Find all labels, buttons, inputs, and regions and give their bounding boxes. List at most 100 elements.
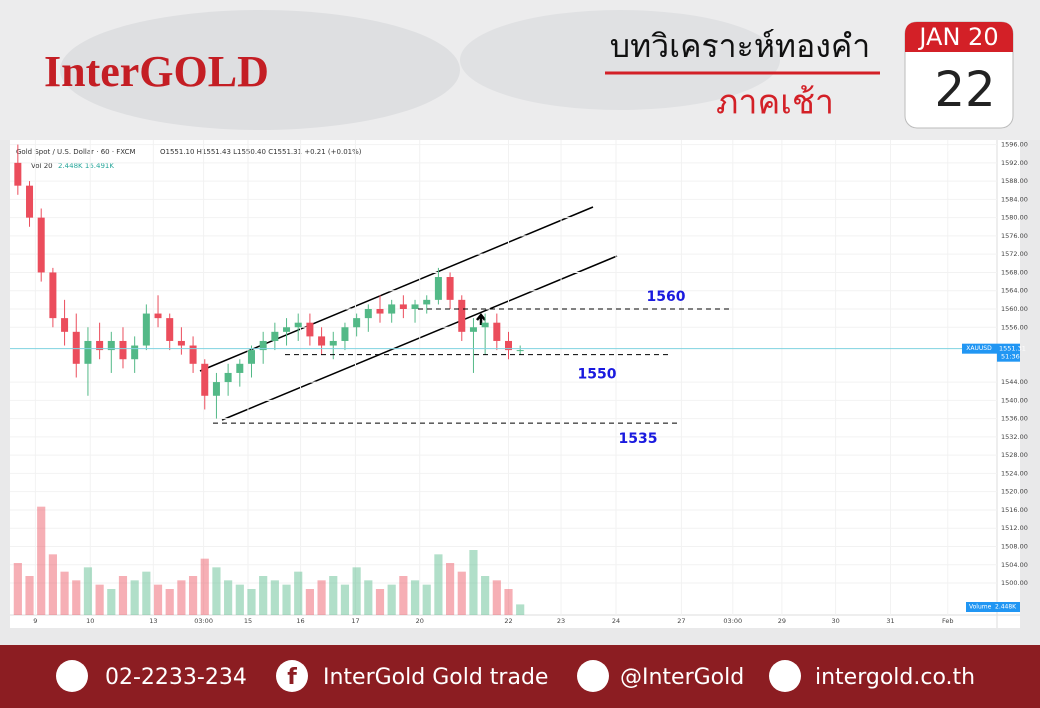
title: บทวิเคราะห์ทองคำ xyxy=(610,27,870,65)
candle-body xyxy=(154,313,162,319)
chart-bg xyxy=(10,140,1020,628)
candle-body xyxy=(247,350,255,364)
volume-bar xyxy=(224,580,233,615)
volume-bar xyxy=(329,576,338,615)
level-label: 1550 xyxy=(578,367,617,383)
candle-body xyxy=(119,340,127,360)
y-tick-label: 1580.00 xyxy=(1001,214,1028,222)
candle-body xyxy=(504,340,513,351)
y-tick-label: 1596.00 xyxy=(1001,141,1028,149)
candle-body xyxy=(166,318,174,341)
volume-axis-label: Volume xyxy=(969,604,992,611)
volume-bar xyxy=(481,576,490,615)
volume-bar xyxy=(188,576,198,615)
y-tick-label: 1508.00 xyxy=(1001,542,1028,550)
candle-body xyxy=(353,318,361,328)
volume-bar xyxy=(259,576,268,615)
price-tag xyxy=(997,343,1020,362)
candle-body xyxy=(306,322,314,337)
candle-body xyxy=(271,331,279,341)
y-tick-label: 1528.00 xyxy=(1001,451,1028,459)
candle-body xyxy=(458,299,466,332)
volume-bar xyxy=(434,554,443,615)
x-tick-label: 9 xyxy=(33,617,37,625)
candle-body xyxy=(318,336,326,346)
phone-icon xyxy=(56,660,88,692)
map-shape xyxy=(60,10,460,130)
y-tick-label: 1568.00 xyxy=(1001,268,1028,276)
volume-bar xyxy=(153,584,163,615)
candle-body xyxy=(37,217,45,273)
y-tick-label: 1592.00 xyxy=(1001,159,1028,167)
level-label: 1535 xyxy=(619,431,658,447)
y-tick-label: 1544.00 xyxy=(1001,378,1028,386)
line-icon xyxy=(577,660,609,692)
volume-bar xyxy=(457,571,466,615)
volume-bar xyxy=(422,584,431,615)
candle-body xyxy=(294,322,302,328)
subtitle: ภาคเช้า xyxy=(716,83,834,123)
volume-bar xyxy=(375,589,385,615)
chart-title: Gold Spot / U.S. Dollar · 60 · FXCM xyxy=(16,148,136,156)
candle-body xyxy=(376,308,384,314)
volume-bar xyxy=(305,589,314,615)
volume-tag xyxy=(966,602,1020,612)
y-tick-label: 1584.00 xyxy=(1001,195,1028,203)
volume-bar xyxy=(130,580,139,615)
candle-body xyxy=(72,331,80,364)
candle-body xyxy=(411,304,419,309)
volume-bar xyxy=(410,580,420,615)
x-tick-label: 20 xyxy=(416,617,424,625)
x-tick-label: 03:00 xyxy=(194,617,213,625)
symbol: XAUUSD xyxy=(966,345,992,352)
footer-bg xyxy=(0,645,1040,708)
x-tick-label: 29 xyxy=(778,617,786,625)
volume-bar xyxy=(399,576,408,615)
candle-body xyxy=(516,350,524,352)
candle-body xyxy=(329,340,337,346)
volume-bar xyxy=(516,604,525,615)
candle-body xyxy=(434,277,442,300)
candle-body xyxy=(493,322,501,341)
symbol-tag xyxy=(962,343,997,354)
x-tick-label: 30 xyxy=(831,617,839,625)
volume-bar xyxy=(60,571,69,615)
y-tick-label: 1536.00 xyxy=(1001,415,1028,423)
x-tick-label: 17 xyxy=(351,617,359,625)
candle-body xyxy=(212,382,220,396)
candle-body xyxy=(388,304,396,314)
volume-bar xyxy=(37,506,46,615)
x-tick-label: 27 xyxy=(677,617,685,625)
candle-body xyxy=(84,340,92,364)
line: @InterGold xyxy=(620,665,744,690)
brand: InterGOLD xyxy=(44,47,269,96)
volume-bar xyxy=(165,589,174,615)
map-shape xyxy=(460,10,780,110)
y-tick-label: 1524.00 xyxy=(1001,469,1028,477)
y-tick-label: 1572.00 xyxy=(1001,250,1028,258)
x-tick-label: 22 xyxy=(504,617,512,625)
y-tick-label: 1504.00 xyxy=(1001,561,1028,569)
candle-body xyxy=(224,372,232,383)
y-tick-label: 1588.00 xyxy=(1001,177,1028,185)
y-tick-label: 1564.00 xyxy=(1001,287,1028,295)
candle-body xyxy=(142,313,150,346)
candle-body xyxy=(341,327,349,341)
facebook-icon xyxy=(276,660,308,692)
volume-bar xyxy=(212,567,221,615)
arrow xyxy=(476,312,486,325)
volume-bar xyxy=(282,584,291,615)
phone: 02-2233-234 xyxy=(105,665,247,690)
x-tick-label: 03:00 xyxy=(723,617,742,625)
y-tick-label: 1576.00 xyxy=(1001,232,1028,240)
volume-bar xyxy=(200,558,209,615)
volume-bar xyxy=(504,589,513,615)
last-price: 1551.31 xyxy=(999,345,1026,353)
y-tick-label: 1520.00 xyxy=(1001,488,1028,496)
volume-bar xyxy=(387,584,396,615)
candle-body xyxy=(236,363,244,373)
x-tick-label: Feb xyxy=(942,617,954,625)
candle-body xyxy=(131,345,139,360)
candle-body xyxy=(201,363,209,396)
x-tick-label: 16 xyxy=(296,617,304,625)
